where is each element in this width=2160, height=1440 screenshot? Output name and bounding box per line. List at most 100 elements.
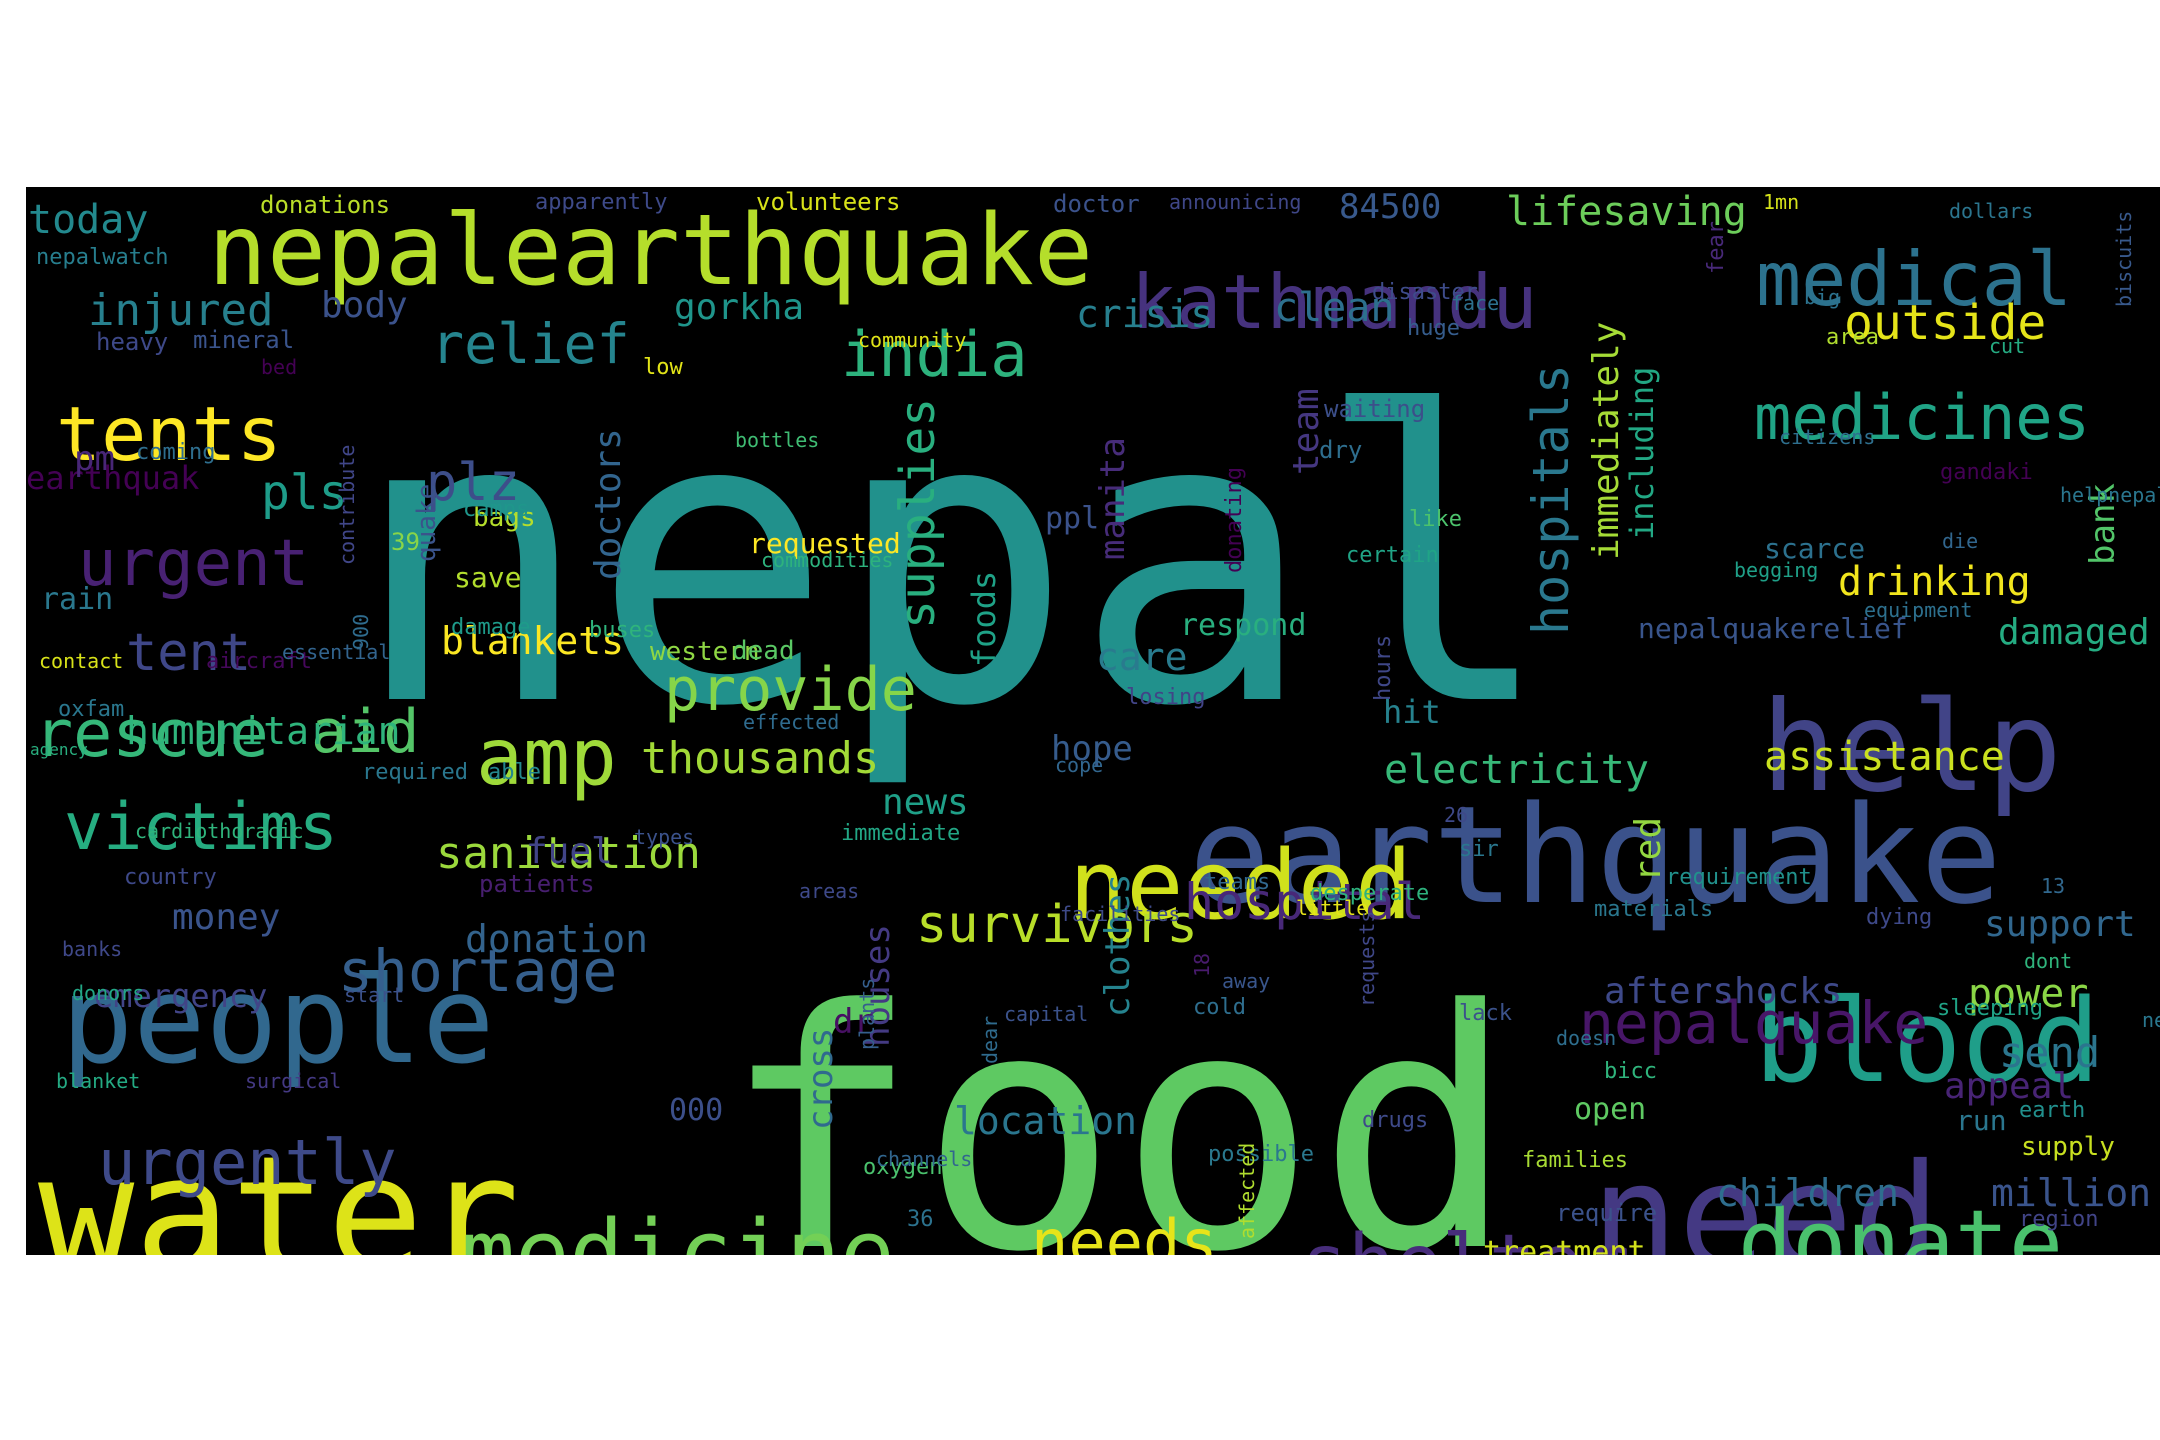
word-outside: outside: [1844, 295, 2047, 351]
word-hope: hope: [1051, 729, 1133, 769]
word-region: region: [2019, 1207, 2099, 1232]
word-medicines: medicines: [1754, 381, 2090, 454]
word-power: power: [1968, 971, 2089, 1017]
word-dry: dry: [1319, 436, 1363, 464]
word-desperate: desperate: [1310, 881, 1430, 906]
word-cold: cold: [1193, 995, 1246, 1020]
word-cardiothoracic: cardiothoracic: [135, 819, 304, 843]
word-donations: donations: [260, 191, 391, 219]
word-manita: manita: [1093, 437, 1133, 560]
word-blanket: blanket: [56, 1069, 141, 1093]
word-families: families: [1522, 1148, 1628, 1173]
word-shelter: shelter: [1301, 1225, 1630, 1255]
word-help: help: [1761, 675, 2063, 820]
word-clean: clean: [1274, 285, 1395, 331]
word-electricity: electricity: [1384, 747, 1649, 793]
word-commodities: commodities: [761, 548, 894, 572]
word-patients: patients: [479, 870, 595, 898]
word-1mn: 1mn: [1763, 190, 1800, 214]
word-hit: hit: [1383, 693, 1441, 731]
word-camps: camps: [463, 497, 530, 522]
word-dollars: dollars: [1949, 199, 2034, 223]
word-supplies: supplies: [890, 397, 946, 629]
word-pls: pls: [261, 465, 348, 521]
word-humanitarian: humanitarian: [126, 709, 401, 753]
word-buses: buses: [589, 618, 656, 643]
word-gandaki: gandaki: [1940, 460, 2033, 485]
word-possible: possible: [1208, 1142, 1314, 1167]
word-support: support: [1984, 904, 2136, 945]
word-gorkha: gorkha: [674, 287, 805, 328]
word-including: including: [1623, 366, 1661, 540]
word-immediate: immediate: [841, 821, 961, 846]
word-donation: donation: [465, 917, 649, 961]
word-oxfam: oxfam: [58, 697, 125, 722]
word-plants: plants: [855, 977, 879, 1050]
word-materials: materials: [1594, 897, 1714, 922]
word-provide: provide: [664, 655, 917, 725]
word-damaged: damaged: [1998, 612, 2150, 653]
word-thousands: thousands: [641, 733, 880, 784]
word-900: 900: [349, 613, 373, 650]
word-immediately: immediately: [1586, 321, 1627, 560]
word-foods: foods: [965, 570, 1003, 667]
word-aftershocks: aftershocks: [1604, 971, 1843, 1012]
word-respond: respond: [1180, 608, 1307, 643]
word-pm: pm: [74, 439, 115, 479]
word-fear: fear: [1704, 221, 1729, 274]
word-today: today: [28, 197, 149, 243]
word-equipment: equipment: [1864, 598, 1973, 622]
word-medicine: medicine: [461, 1201, 895, 1256]
word-84500: 84500: [1339, 187, 1442, 227]
word-die: die: [1942, 529, 1979, 553]
word-little: little: [1296, 896, 1369, 920]
word-dead: dead: [732, 636, 795, 666]
word-send: send: [1999, 1028, 2101, 1077]
word-needs: needs: [1031, 1206, 1218, 1256]
word-losing: losing: [1126, 685, 1206, 710]
word-sleeping: sleeping: [1937, 996, 2043, 1021]
word-waiting: waiting: [1324, 395, 1426, 423]
word-channels: channels: [876, 1147, 973, 1171]
word-require: require: [1556, 1199, 1658, 1227]
word-requirement: requirement: [1666, 865, 1812, 890]
word-hospital: hospital: [1184, 873, 1425, 931]
word-need: need: [1591, 1133, 1941, 1255]
word-fuel: fuel: [526, 831, 613, 872]
word-save: save: [454, 561, 522, 594]
word-big: big: [1804, 285, 1841, 309]
word-amp: amp: [476, 713, 617, 803]
word-emergency: emergency: [94, 977, 268, 1015]
word-assistance: assistance: [1764, 734, 2005, 780]
word-mineral: mineral: [193, 326, 295, 354]
word-13: 13: [2041, 874, 2066, 898]
word-dr: dr: [833, 1002, 874, 1042]
word-bed: bed: [261, 355, 298, 379]
word-39: 39: [391, 528, 420, 556]
word-plz: plz: [426, 453, 520, 513]
word-nepalquakerelief: nepalquakerelief: [1638, 612, 1908, 645]
word-start: start: [344, 983, 405, 1007]
word-children: children: [1716, 1171, 1900, 1215]
word-care: care: [1096, 635, 1188, 679]
word-lack: lack: [1459, 1001, 1512, 1026]
word-clothes: clothes: [1098, 873, 1138, 1017]
word-nepal: nepal: [351, 329, 1556, 794]
word-needed: needed: [1069, 831, 1413, 941]
word-teams: teams: [1204, 870, 1271, 895]
word-drugs: drugs: [1362, 1108, 1429, 1133]
word-western: western: [650, 637, 760, 667]
word-red: red: [1628, 816, 1669, 882]
word-lifesaving: lifesaving: [1506, 189, 1747, 235]
word-kathmandu: kathmandu: [1131, 258, 1538, 346]
word-appeal: appeal: [1944, 1066, 2075, 1107]
word-types: types: [634, 825, 695, 849]
word-earth: earth: [2019, 1098, 2086, 1123]
word-able: able: [488, 760, 541, 785]
word-doctors: doctors: [588, 428, 629, 580]
word-body: body: [321, 285, 408, 326]
word-hours: hours: [1371, 634, 1396, 701]
word-survivors: survivors: [916, 895, 1198, 955]
word-huge: huge: [1407, 316, 1460, 341]
word-oxygen: oxygen: [863, 1155, 943, 1180]
